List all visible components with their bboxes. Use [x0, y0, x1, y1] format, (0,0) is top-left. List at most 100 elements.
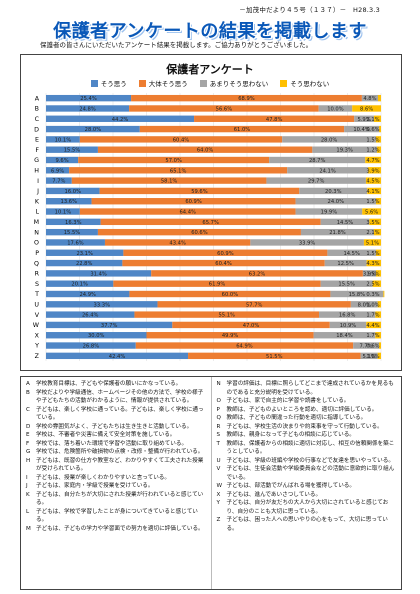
question-text: 子どもは、楽しく学校に通っている。子どもは、楽しく学校に通っている。 — [36, 406, 204, 422]
bar-segment — [269, 156, 366, 164]
data-label: 24.8% — [79, 106, 96, 112]
data-label: 58.1% — [161, 179, 178, 185]
bar-segment — [324, 259, 367, 267]
question-note: G 学校では、危険箇所や破損物の点検・改修・整備が行われている。 — [26, 448, 206, 457]
bar-segment — [194, 115, 355, 122]
data-label: 26.4% — [82, 313, 99, 319]
bar-segment — [46, 218, 101, 226]
data-label: 49.9% — [222, 333, 239, 339]
question-note: A 学校教育目標は、子どもや保護者の願いにかなっている。 — [26, 380, 206, 389]
bar-segment — [46, 259, 123, 267]
question-letter: E — [26, 432, 30, 438]
data-label: 60.6% — [191, 230, 208, 236]
question-text: 学習の評価は、目標に照らしてどこまで達成されているかを見るものであると充分説明を… — [226, 381, 394, 396]
intro-text: 保護者の皆さんにいただいたアンケート結果を掲載します。ご協力ありがとうございまし… — [40, 41, 313, 49]
question-note: W 子どもは、部活動でがんばれる場を獲得している。 — [217, 482, 397, 491]
bar-segment — [46, 136, 80, 143]
bar-segment — [71, 177, 267, 184]
data-label: 60.9% — [185, 199, 202, 205]
legend-item-strongly-disagree: そう思わない — [280, 78, 329, 88]
bar-segment — [313, 332, 376, 339]
question-letter: S — [216, 432, 221, 438]
data-label: 37.7% — [101, 323, 118, 329]
question-text: 子どもは、進んであいさつしている。 — [226, 491, 322, 498]
bar-segment — [79, 208, 296, 215]
data-label: 2.1% — [366, 230, 379, 236]
data-label: 15.5% — [64, 230, 81, 236]
bar-segment — [375, 311, 381, 318]
legend-label: そう思わない — [290, 80, 330, 88]
bar-segment — [46, 125, 140, 133]
question-text: 子どもは、子どもの学力や学習面での努力を適切に評価している。 — [36, 525, 204, 532]
data-label: 16.8% — [339, 313, 356, 319]
bar-segment — [282, 136, 376, 143]
category-label: M — [34, 219, 39, 226]
bar-segment — [46, 290, 130, 298]
category-label: D — [34, 126, 39, 133]
question-letter: B — [26, 389, 30, 396]
question-letter: R — [216, 423, 221, 430]
category-label: I — [37, 178, 39, 185]
stacked-bar-chart: A 25.4% 68.9% 4.8% B 24.8% 56.6% 10.0% 8.6% C 44.2… — [33, 93, 385, 361]
legend-label: 大体そう思う — [148, 80, 188, 88]
data-label: 19.3% — [336, 148, 353, 154]
question-text: 子どもは、授業が楽しくわかりやすいと言っている。 — [36, 474, 170, 481]
bar-segment — [46, 270, 152, 277]
bar-segment — [46, 198, 92, 205]
data-label: 0.6% — [366, 344, 379, 350]
question-note: J 子どもは、家庭内・学級で授業を受けている。 — [26, 482, 206, 491]
bar-segment — [157, 301, 351, 308]
data-label: 2.1% — [366, 117, 379, 123]
bar-segment — [129, 105, 319, 112]
data-label: 6.9% — [51, 168, 64, 174]
bar-segment — [134, 311, 320, 318]
question-letter: U — [216, 457, 221, 464]
legend-swatch — [90, 79, 98, 87]
bar-segment — [318, 105, 353, 112]
question-text: 学校の雰囲気がよく、子どもたちは生き生きと活動している。 — [36, 423, 193, 430]
bar-segment — [78, 156, 270, 164]
question-note: S 教師は、親身になって子どもの相談に応じている。 — [217, 431, 397, 440]
bar-segment — [46, 105, 130, 112]
bar-segment — [146, 332, 314, 339]
bar-segment — [46, 187, 100, 195]
data-label: 22.8% — [76, 261, 93, 267]
question-letter: Z — [216, 517, 221, 523]
data-label: 0.3% — [366, 292, 379, 298]
bar-segment — [46, 146, 98, 153]
question-note: H 子どもは、既習の仕方や教室など、わかりやすくて工夫された授業が受けられている。 — [26, 457, 206, 474]
category-label: K — [35, 198, 40, 205]
question-text: 学校は、不審者や災害に備えて安全対策を施している。 — [36, 432, 176, 438]
notes-column-right: N 学習の評価は、目標に照らしてどこまで達成されているかを見るものであると充分説明… — [210, 377, 402, 589]
data-label: 1.5% — [366, 199, 379, 205]
data-label: 15.8% — [349, 292, 366, 298]
data-label: 61.9% — [209, 282, 226, 288]
question-note: E 学校は、不審者や災害に備えて安全対策を施している。 — [26, 431, 206, 440]
data-label: 16.3% — [65, 220, 82, 226]
question-note: R 子どもは、学校生活の決まりや約束事を守って行動している。 — [217, 423, 397, 432]
bar-segment — [353, 342, 379, 349]
legend-label: あまりそう思わない — [209, 80, 269, 88]
bar-segment — [373, 228, 381, 236]
bar-segment — [46, 311, 135, 318]
bar-segment — [69, 167, 288, 174]
bar-segment — [329, 321, 367, 329]
data-label: 12.5% — [337, 261, 354, 267]
question-text: 子どもは、自分たちが大切にされた授業が行われていると感じている。 — [36, 491, 204, 507]
question-note: T 教師は、保護者からの相談に適切に対応し、相互の信頼関係を築こうとしている。 — [217, 440, 397, 457]
newsletter-header: －加茂中だより４５号（１３７）－ H28.3.3 — [239, 6, 380, 14]
bar-segment — [46, 208, 80, 215]
bar-segment — [375, 136, 381, 143]
data-label: 20.1% — [71, 282, 88, 288]
category-label: O — [34, 240, 39, 247]
bar-segment — [377, 352, 381, 360]
question-note: M 子どもは、子どもの学力や学習面での努力を適切に評価している。 — [26, 525, 206, 534]
data-label: 5.9% — [357, 117, 370, 123]
legend-item-agree: 大体そう思う — [138, 78, 188, 88]
bar-segment — [91, 198, 296, 205]
question-letter: F — [26, 440, 30, 447]
question-note: Y 子どもは、自分が友だちの大人から大切にされていると感じており、自分のことも大切… — [217, 499, 397, 516]
data-label: 0.6% — [366, 127, 379, 133]
data-label: 25.4% — [80, 96, 97, 102]
